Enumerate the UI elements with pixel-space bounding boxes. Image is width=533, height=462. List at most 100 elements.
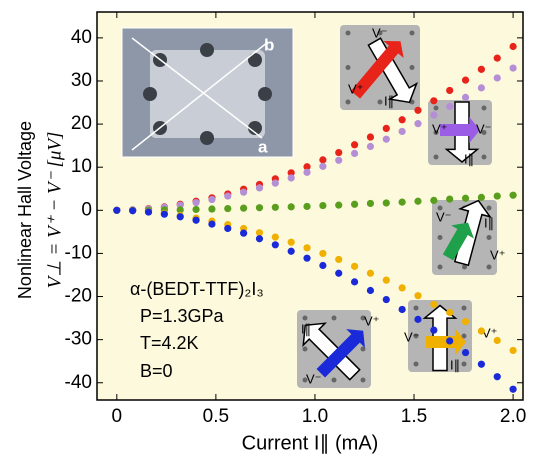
inset-label: V⁻ [404,329,420,344]
data-point [208,196,215,203]
y-tick-label: -20 [65,286,92,307]
data-point [414,316,421,323]
data-point [367,200,374,207]
y-label-formula: V⊥ = V⁺ − V⁻ [μV] [44,132,65,289]
y-tick-label: 30 [71,70,92,91]
data-point [462,195,469,202]
data-point [319,262,326,269]
inset-label: I∥ [484,215,494,230]
data-point [414,198,421,205]
photo-contact [200,43,214,57]
inset-contact [487,265,492,270]
x-label: Current I∥ (mA) [242,432,379,454]
data-point [399,199,406,206]
data-point [446,87,453,94]
data-point [430,197,437,204]
inset-contact [414,306,419,311]
data-point [399,306,406,313]
inset-contact [378,100,383,105]
inset-label: V⁻ [436,209,452,224]
inset-contact [462,362,467,367]
data-point [399,284,406,291]
data-point [272,233,279,240]
data-point [303,255,310,262]
data-point [351,201,358,208]
data-point [494,55,501,62]
data-point [208,221,215,228]
data-point [399,116,406,123]
inset-contact [346,31,351,36]
x-tick-label: 1.0 [302,406,328,427]
inset-contact [303,316,308,321]
data-point [509,347,516,354]
data-point [383,277,390,284]
inset-label: I∥ [450,357,460,372]
data-point [224,192,231,199]
data-point [430,97,437,104]
data-point [335,256,342,263]
data-point [446,309,453,316]
y-tick-label: 20 [71,113,92,134]
annotation: T=4.2K [140,333,199,353]
x-tick-label: 1.5 [401,406,427,427]
data-point [145,208,152,215]
data-point [288,248,295,255]
y-tick-label: -10 [65,242,92,263]
data-point [462,349,469,356]
data-point [303,169,310,176]
photo-contact [200,131,214,145]
y-tick-label: -40 [65,372,92,393]
inset-label: V⁻ [372,25,388,40]
inset-contact [410,31,415,36]
data-point [462,318,469,325]
data-point [319,163,326,170]
inset-contact [438,235,443,240]
annotation: B=0 [140,361,173,381]
data-point [494,337,501,344]
data-point [192,199,199,206]
page: body { margin: 0; background: #fff; font… [0,0,533,462]
annotation: P=1.3GPa [140,306,225,326]
data-point [256,235,263,242]
inset-contact [482,106,487,111]
data-point [509,64,516,71]
inset-label: V⁻ [306,371,322,386]
inset-contact [410,65,415,70]
data-point [383,125,390,132]
data-point [319,250,326,257]
y-tick-label: 0 [81,199,92,220]
x-tick-label: 2.0 [500,406,526,427]
data-point [303,244,310,251]
data-point [430,111,437,118]
inset-label: V⁻ [476,121,492,136]
data-point [383,136,390,143]
data-point [446,337,453,344]
annotation: α-(BEDT-TTF)₂I₃ [130,279,264,299]
x-tick-label: 0.5 [203,406,229,427]
photo-contact [248,53,262,67]
data-point [494,74,501,81]
data-point [367,287,374,294]
inset-contact [332,378,337,383]
inset-contact [438,265,443,270]
photo-contact [258,87,272,101]
data-point [430,327,437,334]
inset-contact [487,206,492,211]
data-point [192,206,199,213]
data-point [129,207,136,214]
inset-contact [487,235,492,240]
data-point [414,292,421,299]
data-point [335,202,342,209]
inset-contact [346,100,351,105]
data-point [462,77,469,84]
data-point [224,225,231,232]
data-point [494,192,501,199]
inset-contact [462,306,467,311]
data-point [335,270,342,277]
data-point [414,120,421,127]
inset-label: V⁺ [490,247,506,262]
photo-label: a [258,137,268,156]
x-tick-label: 0 [112,406,123,427]
inset-label: V⁺ [432,121,448,136]
data-point [478,84,485,91]
